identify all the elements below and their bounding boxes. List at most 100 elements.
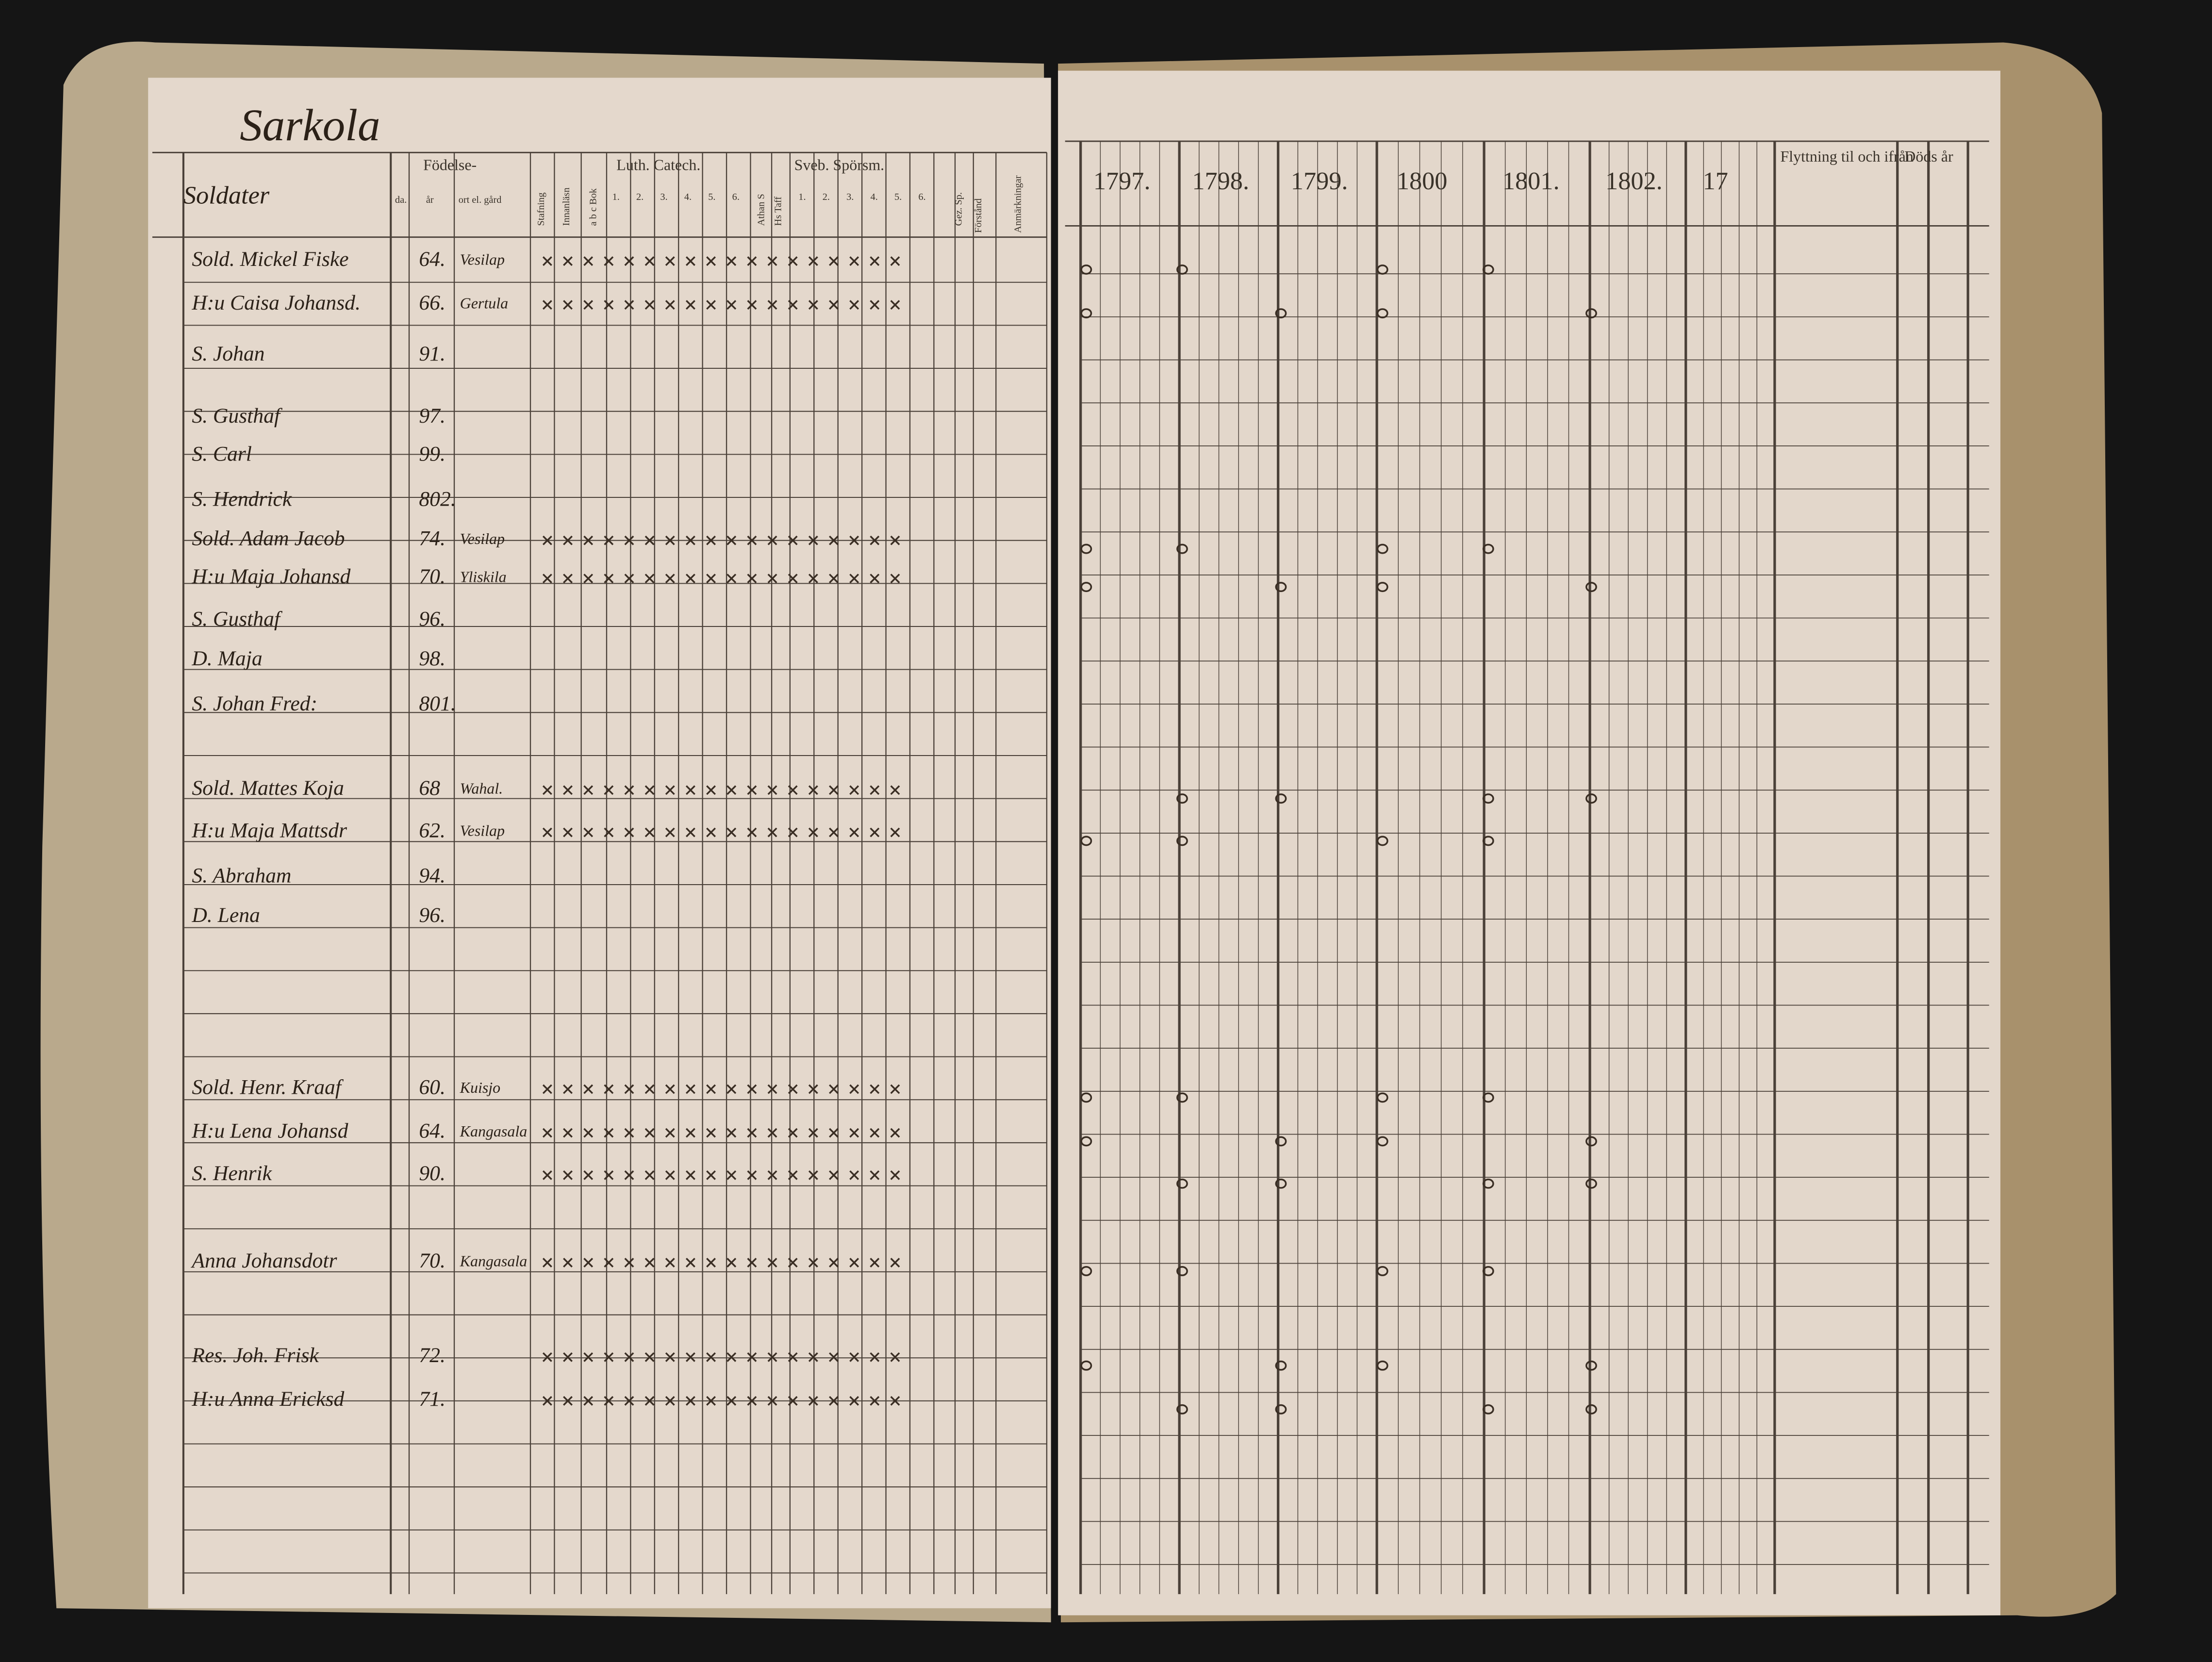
circle-mark — [1176, 1266, 1188, 1276]
circle-mark — [1275, 1136, 1287, 1147]
person-name: S. Johan — [192, 342, 264, 365]
header: Hs Taff — [773, 197, 783, 226]
cross — [747, 574, 757, 584]
cross — [583, 1084, 594, 1094]
cross — [890, 1170, 900, 1180]
circle-mark — [1585, 1404, 1597, 1415]
cross — [726, 574, 737, 584]
cross — [542, 1352, 552, 1362]
cross — [788, 256, 798, 266]
cross — [665, 1396, 675, 1406]
person-name: Res. Joh. Frisk — [191, 1344, 319, 1367]
cross — [849, 1128, 859, 1138]
birth-year: 96. — [419, 607, 446, 630]
cross — [583, 1352, 594, 1362]
cross — [808, 1352, 818, 1362]
circle-mark — [1585, 1360, 1597, 1371]
cross — [542, 256, 552, 266]
sub-header: 5. — [894, 192, 902, 202]
cross — [808, 574, 818, 584]
cross — [747, 1170, 757, 1180]
circle-mark — [1080, 1136, 1092, 1147]
cross — [644, 1084, 655, 1094]
birth-place: Vesilap — [460, 823, 505, 839]
cross — [890, 1084, 900, 1094]
cross — [870, 1170, 880, 1180]
cross — [644, 574, 655, 584]
year-header: 1800 — [1397, 167, 1448, 195]
cross — [767, 535, 777, 545]
cross — [624, 1128, 634, 1138]
year-header: 1801. — [1502, 167, 1560, 195]
cross — [726, 1128, 737, 1138]
cross — [726, 1258, 737, 1267]
cross — [685, 574, 695, 584]
cross — [665, 300, 675, 310]
cross — [829, 1396, 839, 1406]
circle-mark — [1080, 264, 1092, 275]
sub-header: 2. — [636, 192, 644, 202]
check-marks — [542, 256, 1597, 1415]
circle-mark — [1376, 1360, 1388, 1371]
cross — [563, 574, 573, 584]
birth-year: 62. — [419, 819, 446, 842]
cross — [788, 1084, 798, 1094]
year-header: 1802. — [1605, 167, 1663, 195]
cross — [583, 1170, 594, 1180]
person-name: H:u Caisa Johansd. — [191, 291, 361, 314]
sub-header: 4. — [684, 192, 692, 202]
circle-mark — [1080, 1360, 1092, 1371]
person-name: Anna Johansdotr — [190, 1249, 337, 1272]
cross — [604, 574, 614, 584]
cross — [624, 785, 634, 795]
cross — [726, 1084, 737, 1094]
cross — [604, 1170, 614, 1180]
cross — [583, 256, 594, 266]
circle-mark — [1176, 1092, 1188, 1103]
cross — [706, 1258, 716, 1267]
cross — [604, 827, 614, 838]
cross — [870, 574, 880, 584]
person-name: S. Johan Fred: — [192, 692, 317, 715]
cross — [685, 1128, 695, 1138]
circle-mark — [1275, 582, 1287, 592]
cross — [624, 574, 634, 584]
cross — [890, 1396, 900, 1406]
cross — [563, 1396, 573, 1406]
cross — [788, 1352, 798, 1362]
cross — [767, 785, 777, 795]
ruling — [152, 140, 1989, 1595]
year-header: 1797. — [1093, 167, 1151, 195]
cross — [788, 535, 798, 545]
person-name: H:u Maja Johansd — [191, 565, 350, 588]
cross — [829, 535, 839, 545]
header: a b c Bok — [588, 188, 598, 226]
header: Sveb. Spörsm. — [794, 157, 885, 174]
circle-mark — [1482, 1178, 1494, 1189]
birth-year: 802. — [419, 487, 456, 510]
cross — [563, 1352, 573, 1362]
cross — [808, 1084, 818, 1094]
birth-year: 99. — [419, 442, 446, 465]
cross — [829, 300, 839, 310]
cross — [685, 1084, 695, 1094]
cross — [665, 1084, 675, 1094]
cross — [644, 535, 655, 545]
circle-mark — [1585, 308, 1597, 319]
cross — [849, 535, 859, 545]
cross — [542, 1258, 552, 1267]
cross — [788, 1128, 798, 1138]
cross — [542, 827, 552, 838]
cross — [767, 1352, 777, 1362]
cross — [808, 1396, 818, 1406]
person-name: Sold. Adam Jacob — [192, 527, 345, 550]
birth-year: 96. — [419, 904, 446, 927]
cross — [870, 1084, 880, 1094]
birth-year: 72. — [419, 1344, 446, 1367]
cross — [563, 256, 573, 266]
cross — [829, 1128, 839, 1138]
cross — [808, 785, 818, 795]
cross — [829, 574, 839, 584]
cross — [849, 827, 859, 838]
